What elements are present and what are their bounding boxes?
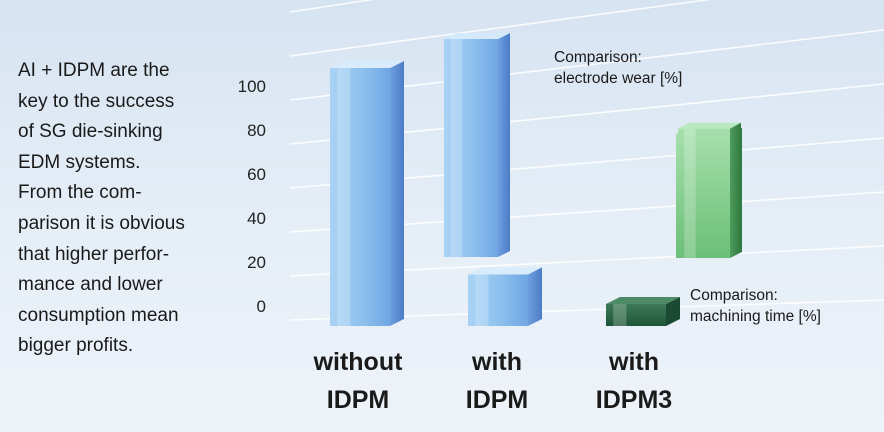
- category-labels: without IDPM with IDPM with IDPM3: [313, 348, 673, 414]
- bar-top: [606, 297, 680, 304]
- description-line: that higher perfor-: [18, 243, 170, 265]
- bar-front: [444, 39, 498, 257]
- category-label: with: [608, 348, 659, 376]
- description-line: bigger profits.: [18, 335, 134, 357]
- legend-label: machining time [%]: [690, 308, 821, 325]
- description-line: AI + IDPM are the: [18, 60, 170, 81]
- bar-top: [468, 267, 542, 275]
- bar-side: [730, 122, 741, 258]
- bar-top: [444, 33, 510, 39]
- description-line: EDM systems.: [18, 151, 141, 173]
- gridline: [289, 0, 375, 13]
- description-line: of SG die-sinking: [18, 121, 163, 143]
- bar-side: [390, 61, 404, 326]
- y-axis-ticks: 100 80 60 40 20 0: [238, 77, 266, 316]
- category-label: without: [313, 348, 404, 376]
- bar-machining-time: [606, 297, 680, 326]
- bar-front: [330, 68, 390, 326]
- description-line: From the com-: [18, 182, 142, 204]
- y-tick-label: 20: [247, 253, 266, 272]
- bar-electrode-wear: [444, 33, 510, 257]
- description-line: parison it is obvious: [18, 212, 185, 234]
- legend-label: Comparison:: [554, 49, 642, 66]
- bar-side: [528, 267, 542, 326]
- y-tick-label: 100: [238, 77, 266, 96]
- legend-label: electrode wear [%]: [554, 70, 682, 87]
- bar-top: [330, 61, 404, 68]
- y-tick-label: 0: [257, 297, 266, 316]
- category-label: IDPM3: [596, 386, 672, 414]
- bar-highlight: [337, 68, 351, 326]
- gridline: [289, 0, 712, 57]
- bar-side: [666, 297, 680, 326]
- description-line: mance and lower: [18, 274, 163, 296]
- bar-machining-time: [330, 61, 404, 326]
- bar-electrode-wear-highlight: [678, 122, 741, 258]
- bar-highlight: [450, 39, 463, 257]
- bar-highlight: [684, 128, 696, 258]
- bar-front: [606, 304, 666, 326]
- legend-label: Comparison:: [690, 287, 778, 304]
- category-label: IDPM: [466, 386, 529, 414]
- y-tick-label: 60: [247, 165, 266, 184]
- bar-top: [678, 122, 741, 129]
- bar-machining-time: [468, 267, 542, 326]
- y-tick-label: 40: [247, 209, 266, 228]
- legend-labels: Comparison: electrode wear [%] Comparison:…: [554, 49, 821, 325]
- description-line: consumption mean: [18, 304, 179, 326]
- bar-highlight: [613, 304, 627, 326]
- description-text: AI + IDPM are the key to the success of SG…: [18, 56, 228, 362]
- description-line: key to the success: [18, 90, 175, 112]
- bar-front: [468, 274, 528, 326]
- bar-side: [498, 33, 510, 257]
- bars: [330, 33, 742, 326]
- bar-highlight: [475, 274, 489, 326]
- category-label: with: [471, 348, 522, 376]
- y-tick-label: 80: [247, 121, 266, 140]
- bar-front: [678, 128, 730, 258]
- category-label: IDPM: [327, 386, 390, 414]
